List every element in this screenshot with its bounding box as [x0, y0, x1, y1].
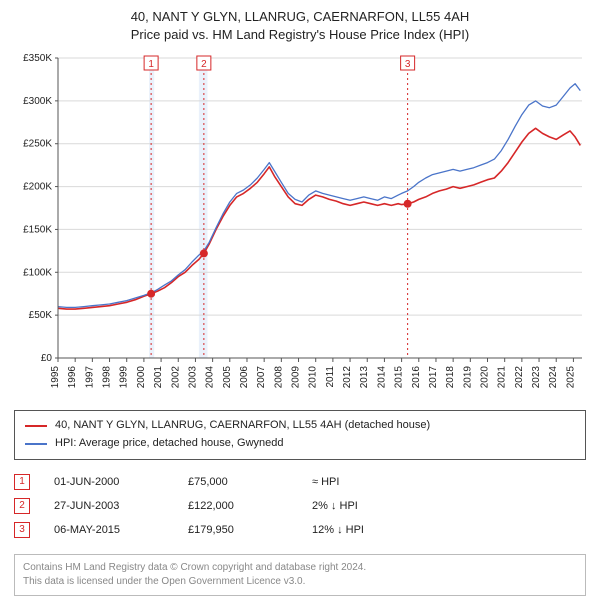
markers-row-2: 2 27-JUN-2003 £122,000 2% ↓ HPI	[14, 494, 586, 518]
svg-text:2011: 2011	[325, 366, 336, 388]
svg-text:2022: 2022	[514, 366, 525, 389]
svg-text:2013: 2013	[359, 366, 370, 389]
svg-text:2007: 2007	[256, 366, 267, 389]
legend-row-hpi: HPI: Average price, detached house, Gwyn…	[25, 435, 575, 453]
svg-text:2015: 2015	[394, 366, 405, 389]
svg-text:2006: 2006	[239, 366, 250, 389]
svg-text:2012: 2012	[342, 366, 353, 389]
svg-text:2005: 2005	[222, 366, 233, 389]
svg-text:1998: 1998	[102, 366, 113, 389]
marker-date-1: 01-JUN-2000	[54, 476, 164, 488]
svg-text:2: 2	[201, 59, 207, 70]
svg-text:1995: 1995	[50, 366, 61, 389]
marker-badge-2: 2	[14, 498, 30, 514]
svg-text:2021: 2021	[497, 366, 508, 389]
title-line-2: Price paid vs. HM Land Registry's House …	[10, 26, 590, 44]
marker-price-3: £179,950	[188, 524, 288, 536]
chart-container: 40, NANT Y GLYN, LLANRUG, CAERNARFON, LL…	[0, 0, 600, 606]
markers-table: 1 01-JUN-2000 £75,000 ≈ HPI 2 27-JUN-200…	[14, 470, 586, 542]
markers-row-3: 3 06-MAY-2015 £179,950 12% ↓ HPI	[14, 518, 586, 542]
svg-text:2001: 2001	[153, 366, 164, 389]
svg-text:£200K: £200K	[23, 182, 52, 193]
svg-text:£50K: £50K	[29, 311, 53, 322]
chart: £0 £50K £100K £150K £200K £250K £300K £350K 1995…	[10, 50, 590, 400]
title-line-1: 40, NANT Y GLYN, LLANRUG, CAERNARFON, LL…	[10, 8, 590, 26]
svg-text:2008: 2008	[273, 366, 284, 389]
title-block: 40, NANT Y GLYN, LLANRUG, CAERNARFON, LL…	[10, 8, 590, 44]
svg-text:£100K: £100K	[23, 268, 52, 279]
svg-text:1997: 1997	[84, 366, 95, 389]
marker-rel-2: 2% ↓ HPI	[312, 500, 452, 512]
marker-price-2: £122,000	[188, 500, 288, 512]
svg-text:1999: 1999	[119, 366, 130, 389]
footer-line-2: This data is licensed under the Open Gov…	[23, 575, 577, 589]
marker-rel-3: 12% ↓ HPI	[312, 524, 452, 536]
svg-text:2018: 2018	[445, 366, 456, 389]
svg-text:1996: 1996	[67, 366, 78, 389]
legend-row-subject: 40, NANT Y GLYN, LLANRUG, CAERNARFON, LL…	[25, 417, 575, 435]
svg-text:£250K: £250K	[23, 139, 52, 150]
svg-text:2002: 2002	[170, 366, 181, 389]
legend-label-subject: 40, NANT Y GLYN, LLANRUG, CAERNARFON, LL…	[55, 417, 430, 435]
svg-text:£0: £0	[41, 353, 53, 364]
svg-text:£150K: £150K	[23, 225, 52, 236]
chart-svg: £0 £50K £100K £150K £200K £250K £300K £350K 1995…	[10, 50, 590, 400]
svg-text:2020: 2020	[480, 366, 491, 389]
legend-swatch-subject	[25, 425, 47, 427]
markers-row-1: 1 01-JUN-2000 £75,000 ≈ HPI	[14, 470, 586, 494]
svg-text:2016: 2016	[411, 366, 422, 389]
svg-text:2024: 2024	[548, 366, 559, 389]
marker-price-1: £75,000	[188, 476, 288, 488]
svg-text:2000: 2000	[136, 366, 147, 389]
legend-swatch-hpi	[25, 443, 47, 445]
footer: Contains HM Land Registry data © Crown c…	[14, 554, 586, 596]
marker-date-3: 06-MAY-2015	[54, 524, 164, 536]
svg-text:3: 3	[405, 59, 411, 70]
svg-text:£300K: £300K	[23, 96, 52, 107]
svg-text:2019: 2019	[462, 366, 473, 389]
svg-text:2010: 2010	[308, 366, 319, 389]
svg-text:2003: 2003	[187, 366, 198, 389]
svg-text:2017: 2017	[428, 366, 439, 389]
legend-label-hpi: HPI: Average price, detached house, Gwyn…	[55, 435, 284, 453]
legend: 40, NANT Y GLYN, LLANRUG, CAERNARFON, LL…	[14, 410, 586, 459]
marker-rel-1: ≈ HPI	[312, 476, 452, 488]
svg-text:1: 1	[148, 59, 154, 70]
footer-line-1: Contains HM Land Registry data © Crown c…	[23, 561, 577, 575]
svg-text:2009: 2009	[291, 366, 302, 389]
svg-text:2023: 2023	[531, 366, 542, 389]
svg-text:£350K: £350K	[23, 53, 52, 64]
marker-badge-1: 1	[14, 474, 30, 490]
svg-text:2004: 2004	[205, 366, 216, 389]
marker-date-2: 27-JUN-2003	[54, 500, 164, 512]
svg-text:2014: 2014	[376, 366, 387, 389]
marker-badge-3: 3	[14, 522, 30, 538]
svg-text:2025: 2025	[565, 366, 576, 389]
